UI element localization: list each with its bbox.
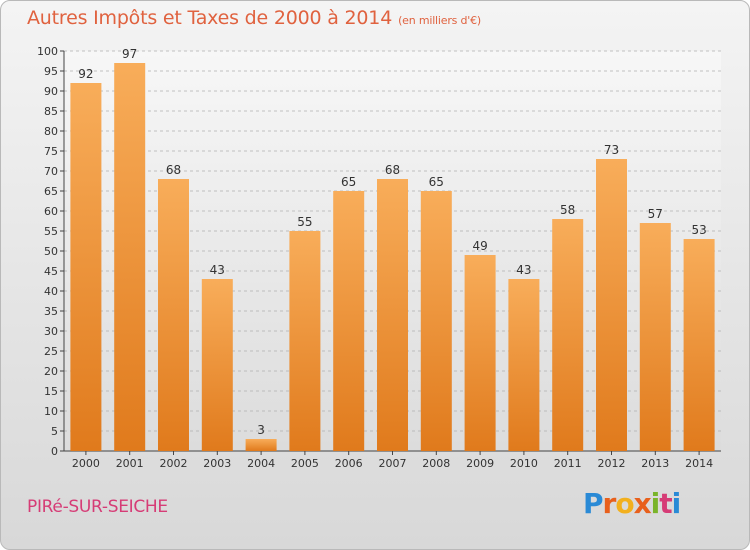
bar — [508, 279, 540, 451]
x-tick-label: 2000 — [72, 457, 100, 470]
logo-letter: r — [602, 487, 617, 520]
chart-title-text: Autres Impôts et Taxes de 2000 à 2014 — [27, 7, 393, 29]
y-tick-label: 90 — [44, 85, 58, 98]
bar — [377, 179, 408, 451]
x-tick-label: 2010 — [510, 457, 538, 470]
x-tick-label: 2003 — [203, 457, 231, 470]
bar-value-label: 73 — [604, 143, 619, 157]
y-tick-label: 60 — [44, 205, 58, 218]
y-tick-label: 100 — [37, 45, 58, 58]
bar — [596, 159, 627, 451]
y-tick-label: 85 — [44, 105, 58, 118]
chart-title-unit: (en milliers d'€) — [398, 14, 481, 27]
bar-value-label: 49 — [472, 239, 487, 253]
x-tick-label: 2008 — [422, 457, 450, 470]
y-tick-label: 20 — [44, 365, 58, 378]
y-tick-label: 95 — [44, 65, 58, 78]
x-tick-label: 2002 — [160, 457, 188, 470]
bar-value-label: 65 — [341, 175, 356, 189]
y-tick-label: 5 — [51, 425, 58, 438]
x-tick-label: 2013 — [641, 457, 669, 470]
bar-value-label: 58 — [560, 203, 575, 217]
bar-value-label: 92 — [78, 67, 93, 81]
bar — [464, 255, 496, 451]
y-tick-label: 75 — [44, 145, 58, 158]
bar-value-label: 65 — [429, 175, 444, 189]
town-name: PIRé-SUR-SEICHE — [27, 497, 168, 517]
y-tick-label: 35 — [44, 305, 58, 318]
y-tick-label: 30 — [44, 325, 58, 338]
bar — [201, 279, 233, 451]
x-tick-label: 2006 — [335, 457, 363, 470]
bar — [158, 179, 189, 451]
bar-value-label: 57 — [648, 207, 663, 221]
bar-value-label: 55 — [297, 215, 312, 229]
bar — [552, 219, 584, 451]
bar — [245, 439, 277, 451]
y-tick-label: 65 — [44, 185, 58, 198]
y-tick-label: 0 — [51, 445, 58, 458]
y-tick-label: 10 — [44, 405, 58, 418]
logo-letter: o — [615, 487, 634, 520]
y-tick-label: 55 — [44, 225, 58, 238]
y-tick-label: 45 — [44, 265, 58, 278]
bar-value-label: 53 — [691, 223, 706, 237]
bar-value-label: 68 — [166, 163, 181, 177]
bar — [420, 191, 452, 451]
logo-letter: t — [659, 487, 672, 520]
x-tick-label: 2004 — [247, 457, 275, 470]
chart-title: Autres Impôts et Taxes de 2000 à 2014 (en… — [27, 7, 481, 29]
x-tick-label: 2007 — [379, 457, 407, 470]
proxiti-logo: Proxiti — [583, 487, 682, 520]
y-tick-label: 50 — [44, 245, 58, 258]
y-tick-label: 80 — [44, 125, 58, 138]
y-tick-label: 70 — [44, 165, 58, 178]
logo-letter: i — [671, 487, 682, 520]
logo-letter: i — [650, 487, 661, 520]
bar-value-label: 43 — [516, 263, 531, 277]
y-tick-label: 25 — [44, 345, 58, 358]
bar — [70, 83, 102, 451]
y-tick-label: 15 — [44, 385, 58, 398]
bar — [333, 191, 365, 451]
bar-value-label: 68 — [385, 163, 400, 177]
x-tick-label: 2011 — [554, 457, 582, 470]
bar — [114, 63, 146, 451]
bar — [289, 231, 321, 451]
x-tick-label: 2005 — [291, 457, 319, 470]
logo-letter: x — [633, 487, 652, 520]
bar-value-label: 43 — [210, 263, 225, 277]
bar — [639, 223, 671, 451]
bar-value-label: 97 — [122, 47, 137, 61]
y-tick-label: 40 — [44, 285, 58, 298]
x-tick-label: 2009 — [466, 457, 494, 470]
bar-value-label: 3 — [257, 423, 265, 437]
bar — [683, 239, 715, 451]
x-tick-label: 2014 — [685, 457, 713, 470]
x-tick-label: 2012 — [598, 457, 626, 470]
logo-letter: P — [583, 487, 604, 520]
x-tick-label: 2001 — [116, 457, 144, 470]
